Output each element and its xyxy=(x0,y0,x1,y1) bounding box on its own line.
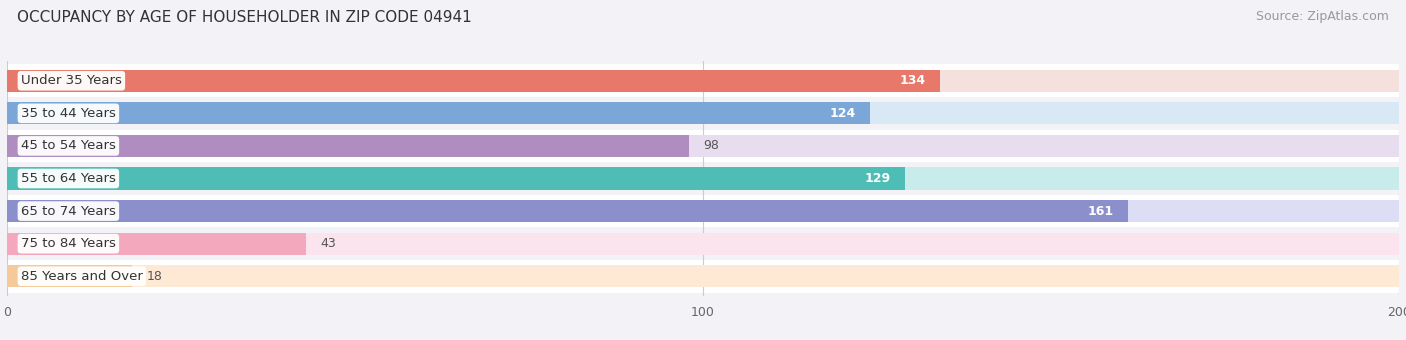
Text: 134: 134 xyxy=(900,74,925,87)
Bar xyxy=(7,167,905,190)
Text: 98: 98 xyxy=(703,139,718,152)
Bar xyxy=(7,227,1399,260)
Text: Under 35 Years: Under 35 Years xyxy=(21,74,122,87)
Bar xyxy=(7,233,1399,255)
Text: 43: 43 xyxy=(321,237,336,250)
Bar xyxy=(7,265,132,287)
Text: 124: 124 xyxy=(830,107,856,120)
Bar xyxy=(7,265,1399,287)
Bar xyxy=(7,130,1399,162)
Bar xyxy=(7,135,1399,157)
Text: Source: ZipAtlas.com: Source: ZipAtlas.com xyxy=(1256,10,1389,23)
Bar xyxy=(7,70,939,92)
Text: 129: 129 xyxy=(865,172,891,185)
Bar xyxy=(7,162,1399,195)
Bar xyxy=(7,65,1399,97)
Bar xyxy=(7,97,1399,130)
Bar xyxy=(7,260,1399,292)
Text: 75 to 84 Years: 75 to 84 Years xyxy=(21,237,115,250)
Bar xyxy=(7,200,1399,222)
Bar xyxy=(7,200,1128,222)
Text: 18: 18 xyxy=(146,270,162,283)
Text: 65 to 74 Years: 65 to 74 Years xyxy=(21,205,115,218)
Text: 45 to 54 Years: 45 to 54 Years xyxy=(21,139,115,152)
Bar xyxy=(7,70,1399,92)
Text: 35 to 44 Years: 35 to 44 Years xyxy=(21,107,115,120)
Text: 55 to 64 Years: 55 to 64 Years xyxy=(21,172,115,185)
Bar xyxy=(7,195,1399,227)
Bar xyxy=(7,102,1399,124)
Text: OCCUPANCY BY AGE OF HOUSEHOLDER IN ZIP CODE 04941: OCCUPANCY BY AGE OF HOUSEHOLDER IN ZIP C… xyxy=(17,10,471,25)
Text: 161: 161 xyxy=(1087,205,1114,218)
Bar xyxy=(7,233,307,255)
Bar xyxy=(7,167,1399,190)
Bar xyxy=(7,102,870,124)
Bar xyxy=(7,135,689,157)
Text: 85 Years and Over: 85 Years and Over xyxy=(21,270,143,283)
